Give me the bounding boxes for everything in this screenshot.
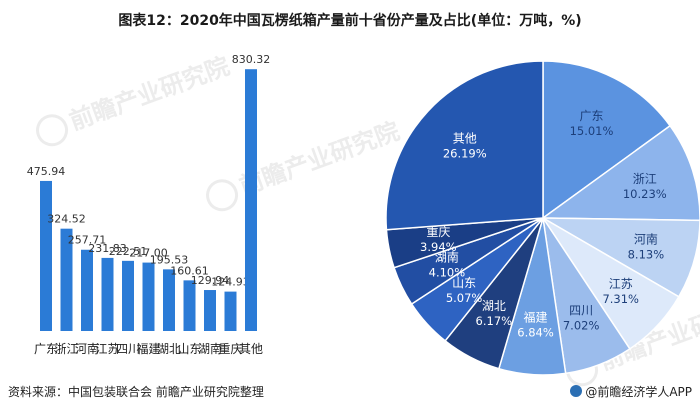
pie-chart: 广东15.01%浙江10.23%河南8.13%江苏7.31%四川7.02%福建6… [385, 60, 700, 376]
bar-7 [163, 269, 175, 331]
pie-slice-percent: 3.94% [420, 240, 457, 254]
pie-slice-percent: 7.02% [563, 319, 600, 333]
bar-10 [224, 291, 237, 331]
bar-value-label: 129.94 [191, 274, 230, 287]
bar-value-label: 830.32 [232, 53, 271, 66]
bar-value-label: 195.53 [150, 253, 189, 266]
source-note: 资料来源：中国包装联合会 前瞻产业研究院整理 [8, 385, 264, 399]
pie-slice-11 [385, 60, 544, 231]
bar-6 [142, 262, 155, 331]
pie-slice-percent: 15.01% [570, 124, 614, 138]
bar-5 [122, 260, 134, 331]
pie-slice-1 [542, 60, 672, 220]
pie-slice-name: 广东 [579, 109, 603, 123]
pie-slice-name: 山东 [452, 276, 476, 290]
x-tick-label: 浙江 [54, 342, 78, 356]
pie-slice-percent: 6.17% [476, 314, 513, 328]
app-logo-icon [570, 385, 583, 397]
bar-value-label: 124.93 [211, 276, 250, 289]
x-tick-label: 福建 [136, 341, 160, 356]
x-tick-label: 四川 [116, 342, 140, 356]
pie-slice-name: 其他 [453, 131, 477, 145]
pie-slice-name: 浙江 [633, 172, 657, 186]
x-tick-label: 湖南 [198, 341, 222, 356]
bar-value-label: 475.94 [27, 165, 66, 178]
bar-11 [245, 69, 257, 331]
bar-8 [183, 280, 196, 331]
bar-4 [101, 257, 114, 331]
pie-slice-percent: 8.13% [628, 248, 665, 262]
pie-slice-percent: 6.84% [517, 325, 554, 339]
x-tick-label: 湖北 [157, 341, 181, 356]
pie-slice-percent: 26.19% [443, 146, 487, 160]
bar-chart: 475.94 广东 324.52 浙江 257.71 河南 231.83 江苏 222.51 四川… [27, 53, 271, 356]
bar-value-label: 217.00 [129, 247, 168, 260]
pie-slice-percent: 4.10% [429, 266, 466, 280]
app-credit: @前瞻经济学人APP [570, 383, 692, 400]
x-tick-label: 山东 [177, 342, 201, 356]
x-tick-label: 其他 [239, 342, 263, 356]
bar-value-label: 160.61 [170, 264, 209, 277]
x-tick-label: 重庆 [218, 342, 242, 356]
x-tick-label: 江苏 [95, 342, 119, 356]
pie-slice-name: 湖南 [435, 250, 459, 265]
bar-2 [60, 228, 73, 331]
bar-value-label: 222.51 [109, 245, 148, 258]
pie-slice-name: 河南 [634, 232, 658, 247]
bar-value-label: 257.71 [68, 234, 107, 247]
pie-slice-percent: 10.23% [623, 187, 667, 201]
pie-slice-name: 重庆 [426, 225, 450, 239]
bar-value-label: 231.83 [88, 242, 127, 255]
bar-value-label: 324.52 [47, 213, 86, 226]
x-tick-label: 广东 [34, 342, 58, 356]
pie-slice-name: 湖北 [482, 298, 506, 313]
pie-slice-percent: 5.07% [446, 291, 483, 305]
x-tick-label: 河南 [75, 341, 99, 356]
bar-1 [40, 180, 52, 331]
chart-title: 图表12：2020年中国瓦楞纸箱产量前十省份产量及占比(单位：万吨，%) [118, 13, 582, 29]
pie-slice-percent: 7.31% [602, 292, 639, 306]
bar-3 [81, 249, 93, 331]
pie-slice-name: 福建 [524, 309, 548, 324]
pie-slice-name: 江苏 [609, 277, 633, 291]
pie-slice-name: 四川 [569, 304, 593, 318]
bar-9 [204, 290, 216, 331]
